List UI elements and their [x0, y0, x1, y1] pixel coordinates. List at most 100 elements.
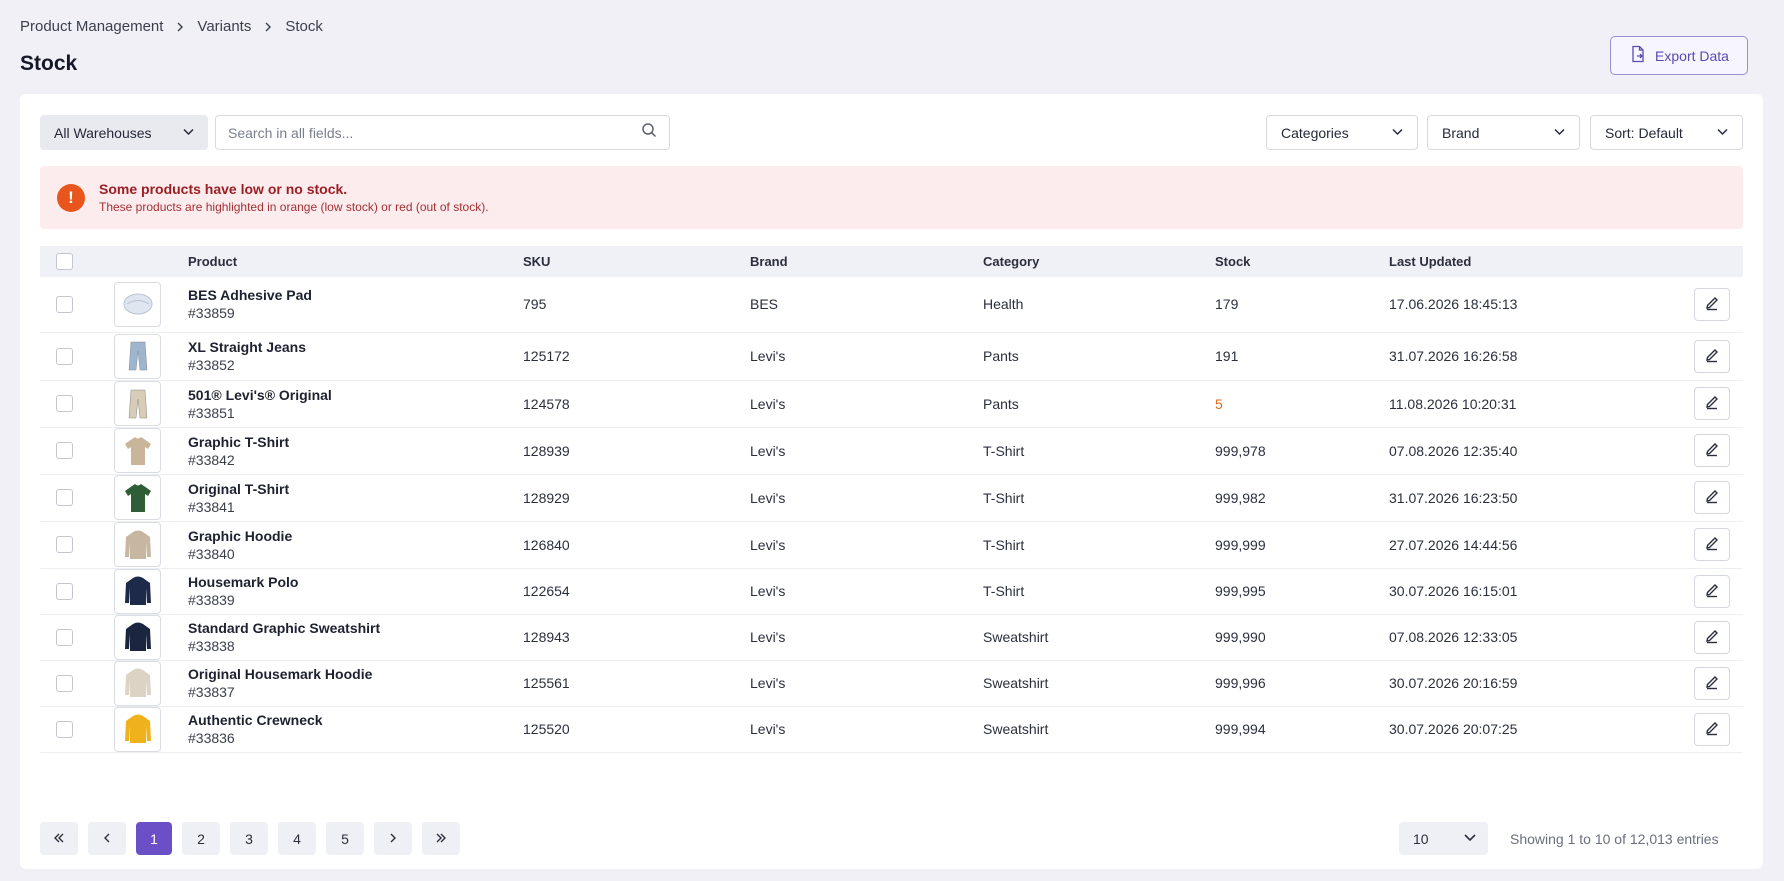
categories-select[interactable]: Categories [1266, 115, 1418, 150]
column-header-category[interactable]: Category [983, 254, 1040, 269]
per-page-select[interactable]: 10 [1399, 822, 1488, 855]
last-updated-cell: 07.08.2026 12:33:05 [1389, 629, 1518, 645]
edit-button[interactable] [1694, 620, 1730, 654]
pencil-icon [1704, 295, 1720, 314]
product-name[interactable]: Graphic T-Shirt [188, 433, 290, 450]
column-header-product[interactable]: Product [188, 254, 238, 269]
product-thumbnail[interactable] [114, 660, 161, 706]
product-name[interactable]: BES Adhesive Pad [188, 287, 312, 304]
column-header-stock[interactable]: Stock [1215, 254, 1251, 269]
product-thumbnail[interactable] [114, 614, 161, 660]
page-button-2[interactable]: 2 [182, 822, 220, 855]
low-stock-alert: ! Some products have low or no stock. Th… [40, 166, 1743, 229]
warehouse-select[interactable]: All Warehouses [40, 115, 208, 150]
chevron-down-icon [1716, 125, 1729, 141]
chevron-right-icon [175, 22, 185, 32]
row-checkbox[interactable] [56, 720, 73, 738]
product-id: #33840 [188, 545, 235, 562]
row-checkbox[interactable] [56, 674, 73, 692]
row-checkbox[interactable] [56, 295, 73, 313]
product-thumbnail[interactable] [114, 428, 161, 473]
product-id: #33838 [188, 638, 235, 654]
row-checkbox[interactable] [56, 489, 73, 506]
product-name[interactable]: Housemark Polo [188, 574, 299, 590]
product-id: #33836 [188, 730, 235, 746]
page-button-4[interactable]: 4 [278, 822, 316, 855]
warehouse-select-value: All Warehouses [54, 124, 152, 141]
product-thumbnail[interactable] [114, 475, 161, 520]
row-checkbox[interactable] [56, 628, 73, 646]
sku-cell: 122654 [523, 583, 570, 599]
category-cell: Health [983, 296, 1024, 313]
breadcrumb-stock: Stock [285, 18, 323, 35]
brand-select[interactable]: Brand [1427, 115, 1580, 150]
breadcrumb-variants[interactable]: Variants [197, 18, 252, 35]
edit-button[interactable] [1694, 434, 1730, 467]
last-updated-cell: 17.06.2026 18:45:13 [1389, 296, 1518, 313]
product-thumbnail[interactable] [114, 281, 161, 327]
sku-cell: 125172 [523, 348, 570, 364]
edit-button[interactable] [1694, 287, 1730, 321]
edit-button[interactable] [1694, 574, 1730, 608]
column-header-sku[interactable]: SKU [523, 254, 551, 269]
double-chevron-right-icon [435, 831, 447, 847]
sort-select-value: Sort: Default [1605, 124, 1683, 141]
last-updated-cell: 31.07.2026 16:26:58 [1389, 348, 1518, 364]
product-name[interactable]: 501® Levi's® Original [188, 386, 332, 403]
edit-button[interactable] [1694, 666, 1730, 700]
stock-cell: 191 [1215, 348, 1239, 364]
column-header-brand[interactable]: Brand [750, 254, 788, 269]
row-checkbox[interactable] [56, 347, 73, 365]
product-image [124, 530, 151, 559]
product-name[interactable]: Standard Graphic Sweatshirt [188, 620, 381, 636]
sort-select[interactable]: Sort: Default [1590, 115, 1743, 150]
product-name[interactable]: Original Housemark Hoodie [188, 666, 373, 682]
product-thumbnail[interactable] [114, 522, 161, 567]
search-icon[interactable] [641, 122, 657, 143]
edit-button[interactable] [1694, 712, 1730, 746]
select-all-checkbox[interactable] [56, 253, 73, 270]
row-checkbox[interactable] [56, 582, 73, 600]
category-cell: T-Shirt [983, 583, 1025, 599]
row-checkbox[interactable] [56, 536, 73, 553]
product-image [123, 293, 152, 315]
edit-button[interactable] [1694, 339, 1730, 373]
stock-table: Product SKU Brand Category Stock Last Up… [40, 246, 1743, 753]
product-name[interactable]: Authentic Crewneck [188, 712, 323, 728]
product-name[interactable]: Graphic Hoodie [188, 527, 293, 544]
last-updated-cell: 11.08.2026 10:20:31 [1389, 395, 1517, 412]
product-name[interactable]: XL Straight Jeans [188, 339, 307, 355]
page-button-3[interactable]: 3 [230, 822, 268, 855]
product-thumbnail[interactable] [114, 568, 161, 614]
first-page-button[interactable] [40, 822, 78, 855]
product-image [124, 622, 151, 651]
column-header-last-updated[interactable]: Last Updated [1389, 254, 1472, 269]
next-page-button[interactable] [374, 822, 412, 855]
row-checkbox[interactable] [56, 395, 73, 412]
product-thumbnail[interactable] [114, 706, 161, 752]
alert-exclamation-icon: ! [57, 183, 85, 212]
product-id: #33837 [188, 684, 235, 700]
category-cell: T-Shirt [983, 442, 1025, 459]
table-row: Housemark Polo #33839 122654 Levi's T-Sh… [40, 568, 1743, 614]
product-id: #33852 [188, 357, 235, 373]
edit-button[interactable] [1694, 481, 1730, 514]
page-button-1[interactable]: 1 [136, 822, 172, 855]
export-data-button[interactable]: Export Data [1610, 36, 1748, 75]
last-page-button[interactable] [422, 822, 460, 855]
page-button-5[interactable]: 5 [326, 822, 364, 855]
entries-summary: Showing 1 to 10 of 12,013 entries [1510, 831, 1719, 847]
prev-page-button[interactable] [88, 822, 126, 855]
product-image [124, 436, 151, 465]
row-checkbox[interactable] [56, 442, 73, 459]
product-thumbnail[interactable] [114, 333, 161, 379]
search-input[interactable] [228, 124, 641, 141]
search-field[interactable] [215, 115, 670, 150]
product-name[interactable]: Original T-Shirt [188, 480, 290, 497]
pencil-icon [1704, 441, 1720, 460]
edit-button[interactable] [1694, 528, 1730, 561]
category-cell: Sweatshirt [983, 629, 1049, 645]
edit-button[interactable] [1694, 387, 1730, 420]
product-thumbnail[interactable] [114, 381, 161, 426]
breadcrumb-product-management[interactable]: Product Management [20, 18, 164, 35]
